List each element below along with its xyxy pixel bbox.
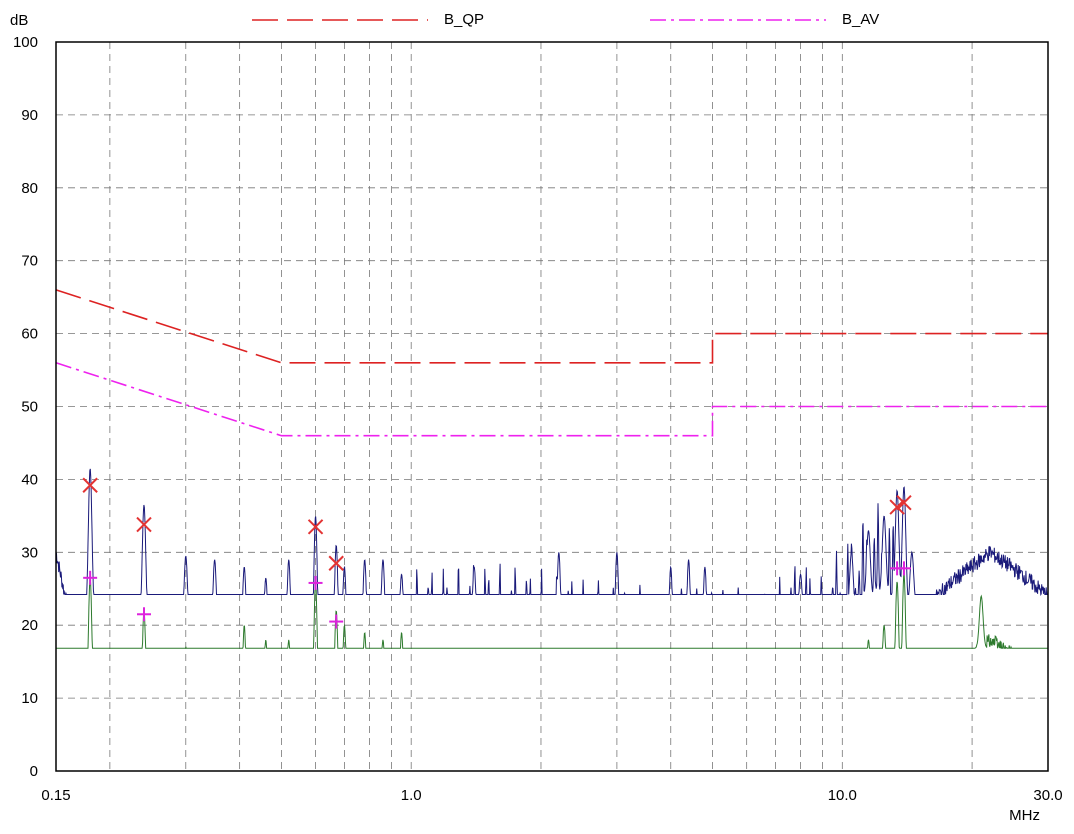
x-tick-label: 0.15 xyxy=(41,787,70,804)
av-marker xyxy=(896,561,911,576)
limit-line-av xyxy=(55,362,1048,437)
av-marker xyxy=(136,607,151,622)
x-tick-label: 30.0 xyxy=(1033,787,1062,804)
qp-marker xyxy=(136,516,152,533)
x-tick-label: 1.0 xyxy=(401,787,422,804)
y-tick-label: 0 xyxy=(30,763,38,780)
measurement-traces xyxy=(55,468,1049,649)
trace-peak xyxy=(55,468,1049,596)
qp-marker xyxy=(82,477,98,493)
qp-marker xyxy=(307,519,324,535)
trace-average xyxy=(56,573,1048,649)
limit-lines xyxy=(55,289,1048,437)
qp-marker xyxy=(889,499,905,515)
limit-line-qp xyxy=(55,289,1048,364)
y-tick-label: 80 xyxy=(21,180,38,197)
av-marker xyxy=(308,575,323,590)
av-marker xyxy=(83,570,98,585)
legend-qp-label: B_QP xyxy=(444,11,484,28)
y-tick-label: 70 xyxy=(21,253,38,270)
y-tick-label: 10 xyxy=(21,690,38,707)
y-tick-label: 40 xyxy=(21,471,38,488)
plot-frame xyxy=(55,41,1049,772)
qp-marker xyxy=(328,555,344,571)
y-tick-label: 90 xyxy=(21,107,38,124)
y-axis-ticks: 0 10 20 30 40 50 60 70 80 90 100 xyxy=(13,34,38,780)
markers xyxy=(82,477,912,629)
y-tick-label: 50 xyxy=(21,399,38,416)
qp-marker xyxy=(896,495,912,511)
y-tick-label: 60 xyxy=(21,326,38,343)
y-tick-label: 30 xyxy=(21,544,38,561)
legend-av-label: B_AV xyxy=(842,11,879,28)
y-axis-label: dB xyxy=(10,12,28,29)
y-tick-label: 20 xyxy=(21,617,38,634)
av-marker xyxy=(329,614,344,629)
y-tick-label: 100 xyxy=(13,34,38,51)
x-axis-label: MHz xyxy=(1009,807,1040,824)
x-tick-label: 10.0 xyxy=(828,787,857,804)
x-axis-ticks: 0.15 1.0 10.0 30.0 xyxy=(41,787,1062,804)
